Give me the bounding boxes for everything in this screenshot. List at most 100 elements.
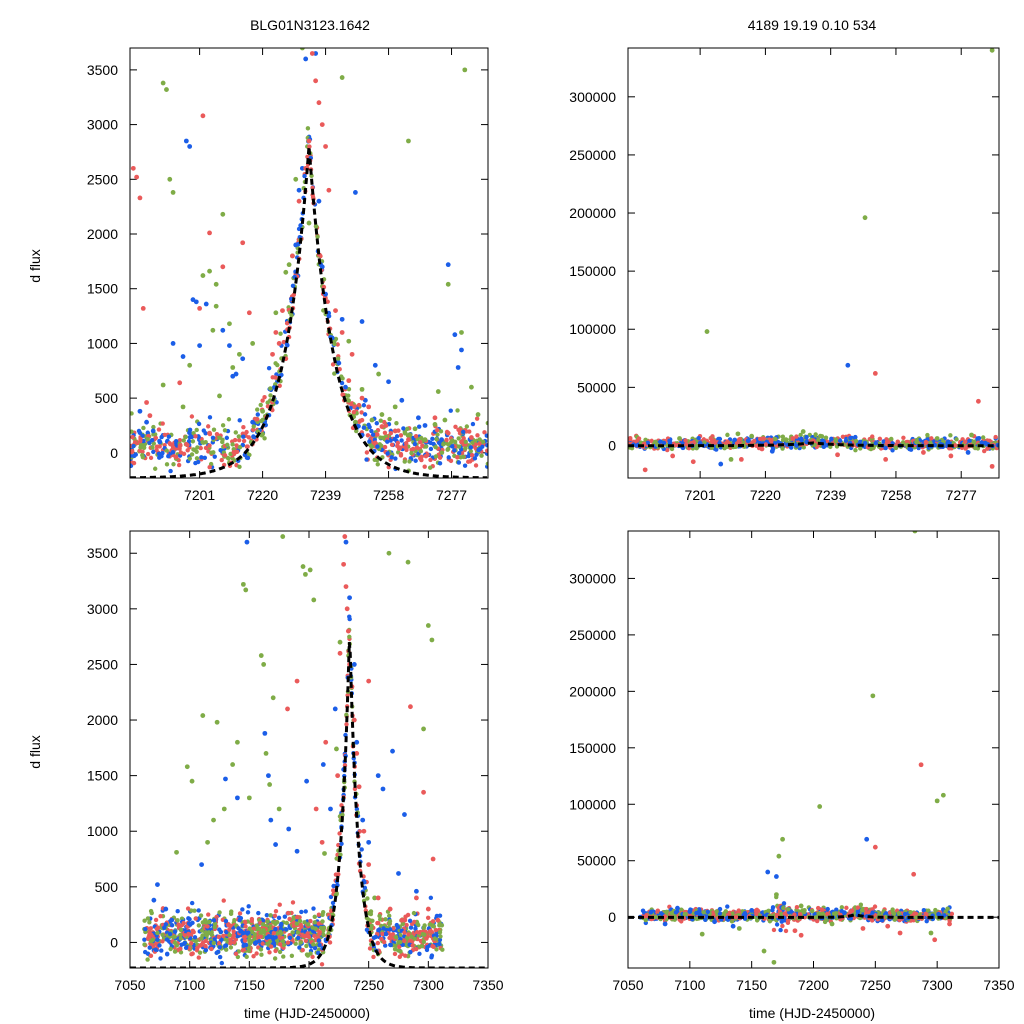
baseline-point — [293, 941, 298, 946]
baseline-point — [725, 432, 730, 438]
baseline-point — [773, 436, 778, 442]
baseline-point — [265, 919, 270, 924]
baseline-point — [174, 455, 179, 460]
baseline-point — [287, 935, 293, 941]
point-red-24 — [366, 678, 372, 684]
baseline-point — [207, 443, 212, 448]
point-green-31 — [270, 695, 276, 701]
baseline-point — [279, 921, 284, 927]
baseline-point — [466, 453, 471, 459]
point-blue-9 — [273, 842, 278, 847]
baseline-point — [140, 433, 145, 439]
baseline-point — [284, 342, 290, 347]
point-blue-0 — [845, 362, 851, 368]
point-red-1 — [975, 398, 981, 404]
baseline-point — [485, 420, 488, 426]
baseline-point — [725, 904, 730, 909]
baseline-point — [315, 234, 320, 239]
baseline-point — [398, 451, 404, 457]
baseline-point — [829, 436, 834, 441]
baseline-point — [266, 365, 272, 371]
baseline-point — [277, 902, 282, 907]
baseline-point — [721, 912, 727, 917]
baseline-point — [160, 450, 165, 456]
point-red-8 — [345, 628, 351, 634]
point-blue-14 — [343, 539, 349, 545]
baseline-point — [945, 906, 950, 911]
baseline-point — [178, 450, 184, 455]
point-green-40 — [339, 75, 345, 80]
baseline-point — [232, 458, 237, 463]
panel-frame — [627, 530, 1000, 969]
baseline-point — [921, 908, 927, 913]
point-blue-0 — [151, 897, 157, 903]
baseline-point — [778, 927, 783, 933]
baseline-point — [831, 911, 837, 916]
baseline-point — [461, 454, 466, 460]
baseline-point — [284, 321, 290, 326]
baseline-point — [412, 441, 418, 447]
point-red-19 — [414, 895, 419, 901]
baseline-point — [417, 424, 422, 429]
baseline-point — [203, 938, 208, 944]
baseline-point — [327, 940, 333, 945]
model-curve — [130, 146, 488, 478]
baseline-point — [870, 907, 875, 912]
baseline-point — [388, 927, 393, 932]
point-blue-12 — [304, 778, 310, 784]
x-tick-label-3: 7200 — [293, 977, 324, 993]
baseline-point — [414, 930, 420, 935]
point-green-11 — [893, 445, 899, 451]
baseline-point — [241, 434, 246, 439]
baseline-point — [290, 930, 295, 935]
series-red — [792, 762, 952, 943]
baseline-point — [477, 437, 482, 442]
point-green-21 — [475, 412, 481, 417]
point-green-26 — [160, 382, 166, 388]
baseline-point — [169, 923, 175, 928]
xlabel-bottom-left: time (HJD-2450000) — [244, 1005, 370, 1021]
baseline-point — [704, 914, 710, 919]
baseline-point — [149, 437, 155, 443]
baseline-point — [199, 455, 204, 460]
point-blue-2 — [150, 428, 156, 434]
point-green-8 — [263, 750, 269, 756]
baseline-point — [179, 916, 185, 921]
baseline-point — [367, 424, 372, 430]
baseline-point — [761, 436, 766, 441]
baseline-point — [441, 442, 446, 447]
baseline-point — [295, 930, 301, 935]
point-green-2 — [200, 713, 206, 718]
point-red-26 — [421, 789, 426, 795]
plot-area — [130, 48, 488, 478]
point-blue-7 — [266, 773, 271, 779]
baseline-point — [400, 921, 406, 927]
baseline-point — [166, 434, 172, 439]
baseline-point — [464, 424, 470, 429]
point-red-2 — [137, 195, 143, 201]
baseline-point — [754, 911, 759, 917]
baseline-point — [298, 940, 304, 945]
baseline-point — [863, 906, 869, 912]
baseline-point — [694, 443, 699, 449]
baseline-point — [714, 909, 719, 914]
baseline-point — [163, 922, 169, 927]
point-blue-6 — [804, 439, 810, 445]
baseline-point — [178, 927, 184, 933]
baseline-point — [362, 412, 368, 417]
baseline-point — [147, 945, 152, 950]
baseline-point — [337, 367, 342, 372]
baseline-point — [154, 926, 160, 932]
baseline-point — [890, 448, 895, 453]
baseline-point — [664, 909, 669, 915]
baseline-point — [242, 938, 248, 943]
baseline-point — [467, 429, 472, 434]
ylabel-bottom: d flux — [27, 735, 43, 768]
baseline-point — [848, 435, 853, 441]
baseline-point — [237, 438, 242, 443]
baseline-point — [415, 921, 420, 927]
baseline-point — [388, 430, 394, 436]
baseline-point — [406, 932, 411, 937]
baseline-point — [212, 937, 217, 942]
baseline-point — [673, 910, 679, 915]
